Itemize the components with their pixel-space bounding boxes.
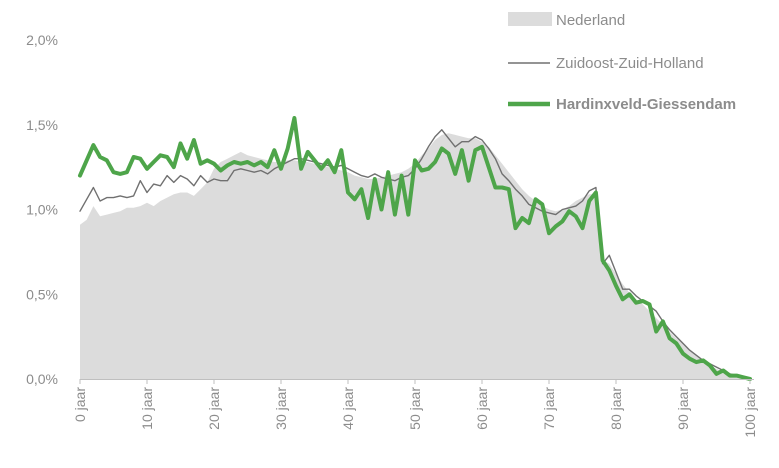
x-tick-label: 30 jaar [273, 387, 289, 430]
y-tick-label: 0,5% [26, 286, 58, 302]
x-tick-label: 90 jaar [675, 387, 691, 430]
y-tick-label: 0,0% [26, 371, 58, 387]
x-axis: 0 jaar 10 jaar 20 jaar 30 jaar 40 jaar 50 jaa… [72, 379, 758, 438]
x-tick-label: 20 jaar [206, 387, 222, 430]
x-tick-label: 10 jaar [139, 387, 155, 430]
nederland-area-layer [80, 133, 750, 379]
y-tick-label: 1,0% [26, 202, 58, 218]
line-hardinxveld-giessendam [78, 116, 752, 381]
x-tick-label: 60 jaar [474, 387, 490, 430]
x-tick-label: 100 jaar [742, 387, 758, 438]
x-tick-label: 50 jaar [407, 387, 423, 430]
y-tick-label: 1,5% [26, 117, 58, 133]
legend-label-nederland: Nederland [556, 12, 625, 29]
y-tick-label: 2,0% [26, 32, 58, 48]
y-axis: 0,0% 0,5% 1,0% 1,5% 2,0% [26, 32, 58, 387]
x-tick-label: 40 jaar [340, 387, 356, 430]
legend: Nederland Zuidoost-Zuid-Holland Hardinxv… [508, 12, 736, 113]
x-tick-label: 70 jaar [541, 387, 557, 430]
legend-label-zuidoost-zuid-holland: Zuidoost-Zuid-Holland [556, 55, 704, 72]
legend-swatch-nederland [508, 12, 552, 26]
x-tick-label: 80 jaar [608, 387, 624, 430]
x-tick-label: 0 jaar [72, 387, 88, 422]
area-nederland [80, 133, 750, 379]
legend-label-hardinxveld-giessendam: Hardinxveld-Giessendam [556, 96, 736, 113]
series-lines-layer [78, 116, 752, 381]
